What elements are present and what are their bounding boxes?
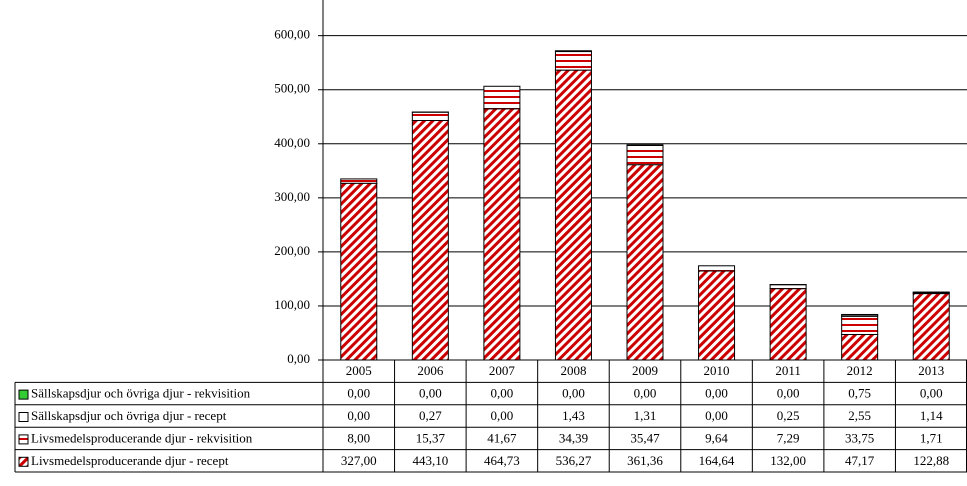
table-value: 7,29 xyxy=(777,430,800,445)
bar-segment xyxy=(340,182,378,361)
legend-key xyxy=(18,434,29,445)
x-tick-label: 2009 xyxy=(632,363,658,378)
table-value: 8,00 xyxy=(347,430,370,445)
bar-segment xyxy=(554,51,592,71)
legend-key xyxy=(18,389,29,400)
table-value: 0,00 xyxy=(491,408,514,423)
legend-label: Livsmedelsproducerande djur - recept xyxy=(31,453,229,468)
table-value: 0,75 xyxy=(848,386,871,401)
legend-key xyxy=(18,412,29,422)
y-tick-label: 600,00 xyxy=(274,27,310,42)
legend-label: Livsmedelsproducerande djur - rekvisitio… xyxy=(31,430,253,445)
bar-segment xyxy=(769,284,807,290)
x-tick-label: 2007 xyxy=(489,363,516,378)
table-value: 132,00 xyxy=(770,453,806,468)
table-value: 0,27 xyxy=(419,408,442,423)
table-value: 0,00 xyxy=(347,386,370,401)
bar-segment xyxy=(912,293,950,361)
bar-segment xyxy=(841,334,879,361)
table-value: 443,10 xyxy=(412,453,448,468)
table-value: 9,64 xyxy=(705,430,728,445)
bar-segment xyxy=(912,291,950,294)
x-tick-label: 2005 xyxy=(346,363,372,378)
bar-segment xyxy=(769,288,807,361)
y-tick-label: 300,00 xyxy=(274,189,310,204)
table-value: 47,17 xyxy=(845,453,875,468)
bar-segment xyxy=(411,119,449,361)
x-tick-label: 2011 xyxy=(775,363,801,378)
bar-segment xyxy=(698,265,736,272)
table-value: 1,14 xyxy=(920,408,943,423)
bar-segment xyxy=(483,108,521,361)
table-value: 1,43 xyxy=(562,408,585,423)
table-value: 0,00 xyxy=(634,386,657,401)
x-tick-label: 2010 xyxy=(704,363,730,378)
bar-segment xyxy=(626,144,664,146)
bar-segment xyxy=(841,315,879,336)
table-value: 0,00 xyxy=(347,408,370,423)
y-tick-label: 400,00 xyxy=(274,135,310,150)
table-value: 0,00 xyxy=(777,386,800,401)
x-tick-label: 2012 xyxy=(847,363,873,378)
table-value: 0,00 xyxy=(705,408,728,423)
table-value: 122,88 xyxy=(913,453,949,468)
y-tick-label: 100,00 xyxy=(274,297,310,312)
table-value: 0,00 xyxy=(419,386,442,401)
table-value: 536,27 xyxy=(556,453,592,468)
table-value: 15,37 xyxy=(416,430,446,445)
table-value: 1,31 xyxy=(634,408,657,423)
bar-segment xyxy=(340,178,378,184)
table-value: 2,55 xyxy=(848,408,871,423)
legend-label: Sällskapsdjur och övriga djur - recept xyxy=(31,408,227,423)
table-value: 464,73 xyxy=(484,453,520,468)
table-value: 0,00 xyxy=(705,386,728,401)
bar-segment xyxy=(554,69,592,361)
y-tick-label: 200,00 xyxy=(274,243,310,258)
legend-label: Sällskapsdjur och övriga djur - rekvisit… xyxy=(31,386,251,401)
x-tick-label: 2006 xyxy=(417,363,444,378)
bar-segment xyxy=(554,50,592,53)
table-value: 41,67 xyxy=(487,430,517,445)
legend-key xyxy=(18,456,29,467)
y-tick-label: 500,00 xyxy=(274,81,310,96)
bar-segment xyxy=(698,270,736,361)
bar-segment xyxy=(411,111,449,121)
table-value: 327,00 xyxy=(341,453,377,468)
table-value: 1,71 xyxy=(920,430,943,445)
y-tick-label: 0,00 xyxy=(287,351,310,366)
table-value: 164,64 xyxy=(699,453,735,468)
table-value: 361,36 xyxy=(627,453,663,468)
bar-segment xyxy=(626,144,664,166)
table-value: 0,00 xyxy=(920,386,943,401)
table-value: 0,00 xyxy=(491,386,514,401)
bar-segment xyxy=(483,85,521,110)
x-tick-label: 2008 xyxy=(560,363,586,378)
table-value: 33,75 xyxy=(845,430,874,445)
bar-segment xyxy=(626,164,664,361)
table-value: 34,39 xyxy=(559,430,588,445)
x-tick-label: 2013 xyxy=(918,363,944,378)
table-value: 35,47 xyxy=(630,430,660,445)
table-value: 0,25 xyxy=(777,408,800,423)
table-value: 0,00 xyxy=(562,386,585,401)
